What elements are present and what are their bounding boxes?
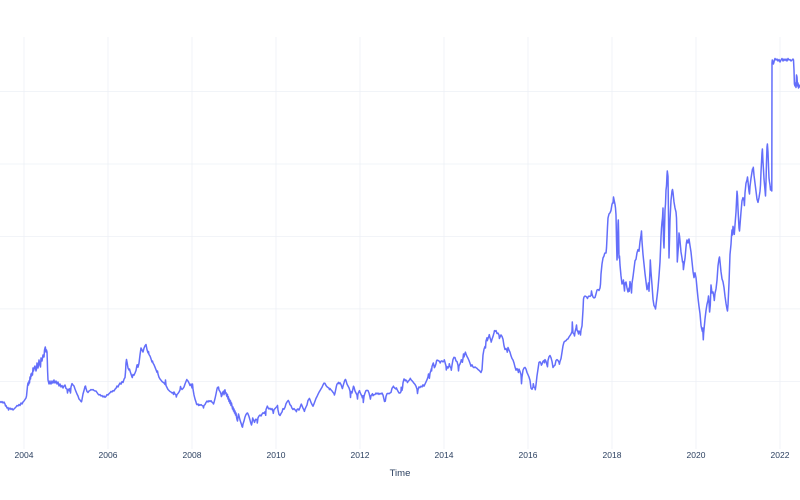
svg-text:2010: 2010 <box>267 450 286 460</box>
svg-text:2014: 2014 <box>435 450 454 460</box>
svg-text:2016: 2016 <box>519 450 538 460</box>
svg-text:2006: 2006 <box>99 450 118 460</box>
svg-text:2018: 2018 <box>603 450 622 460</box>
svg-text:2020: 2020 <box>687 450 706 460</box>
svg-text:Time: Time <box>390 468 411 479</box>
svg-text:2022: 2022 <box>771 450 790 460</box>
svg-text:2008: 2008 <box>183 450 202 460</box>
svg-text:2004: 2004 <box>15 450 34 460</box>
svg-text:2012: 2012 <box>351 450 370 460</box>
